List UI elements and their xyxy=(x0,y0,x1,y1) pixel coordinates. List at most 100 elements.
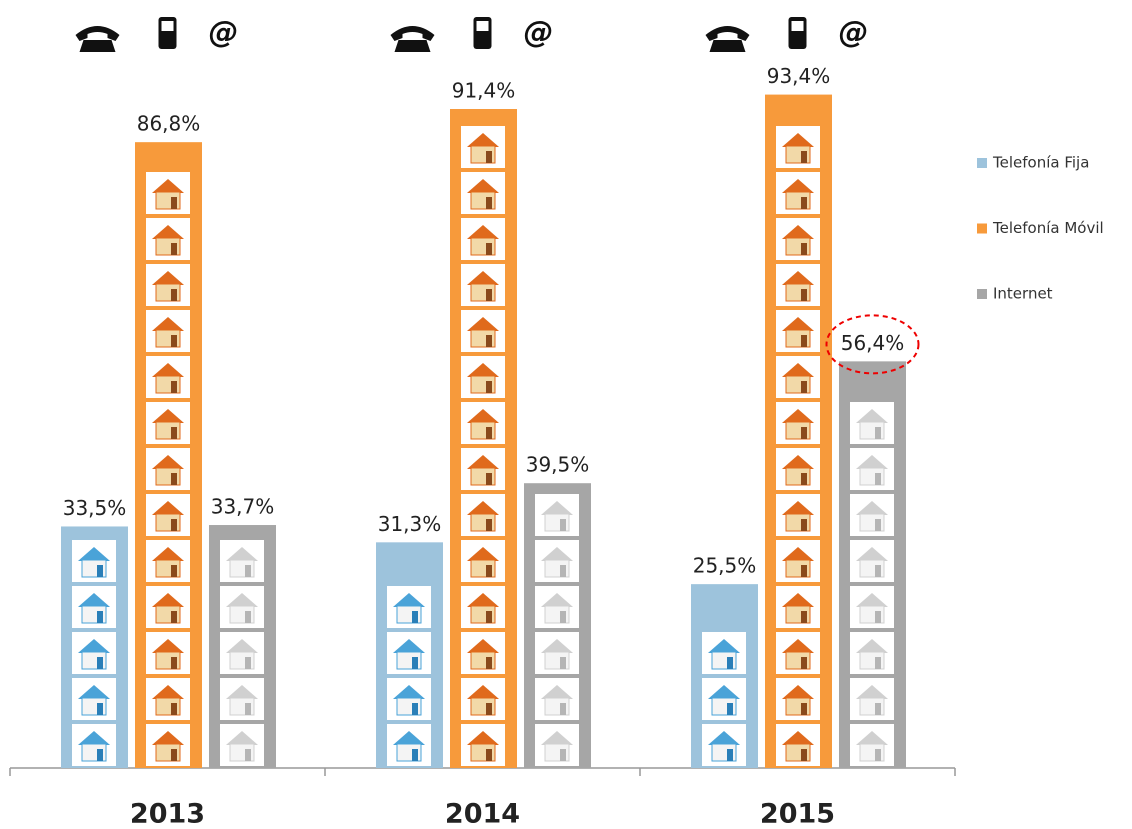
legend-label: Internet xyxy=(993,285,1053,303)
tile-door xyxy=(875,565,881,577)
tile-door xyxy=(486,473,492,485)
house-tile xyxy=(461,678,505,720)
tile-door xyxy=(801,519,807,531)
house-tile xyxy=(776,310,820,352)
value-label: 39,5% xyxy=(526,453,590,477)
tile-door xyxy=(171,381,177,393)
house-tile xyxy=(387,724,431,766)
value-label: 56,4% xyxy=(841,331,905,355)
tile-door xyxy=(560,657,566,669)
house-tile xyxy=(461,540,505,582)
house-tile xyxy=(776,402,820,444)
house-tile xyxy=(220,540,264,582)
value-label: 31,3% xyxy=(378,512,442,536)
house-tile xyxy=(776,586,820,628)
header-icons: @@@ xyxy=(76,16,869,53)
house-tile xyxy=(146,172,190,214)
house-tile xyxy=(146,678,190,720)
tile-door xyxy=(727,657,733,669)
tile-door xyxy=(801,381,807,393)
legend-swatch xyxy=(977,289,987,299)
mobile-screen xyxy=(792,21,804,31)
house-tile xyxy=(72,678,116,720)
tile-door xyxy=(171,565,177,577)
chart: @@@ 201333,5%86,8%33,7%201431,3%91,4%39,… xyxy=(0,0,1132,829)
tile-door xyxy=(486,703,492,715)
house-tile xyxy=(850,448,894,490)
house-tile xyxy=(461,172,505,214)
tile-door xyxy=(486,565,492,577)
house-tile xyxy=(146,632,190,674)
house-tile xyxy=(776,632,820,674)
tile-door xyxy=(560,703,566,715)
tile-door xyxy=(171,197,177,209)
tile-door xyxy=(875,519,881,531)
house-tile xyxy=(461,448,505,490)
tile-door xyxy=(97,565,103,577)
tile-door xyxy=(875,611,881,623)
tile-door xyxy=(486,611,492,623)
house-tile xyxy=(850,632,894,674)
house-tile xyxy=(776,264,820,306)
house-tile xyxy=(776,218,820,260)
tile-door xyxy=(486,197,492,209)
house-tile xyxy=(850,586,894,628)
house-tile xyxy=(387,678,431,720)
tile-door xyxy=(245,657,251,669)
tile-door xyxy=(560,749,566,761)
tile-door xyxy=(801,289,807,301)
tile-door xyxy=(486,519,492,531)
tile-door xyxy=(875,749,881,761)
value-label: 33,7% xyxy=(211,495,275,519)
house-tile xyxy=(776,172,820,214)
house-tile xyxy=(776,540,820,582)
legend-swatch xyxy=(977,224,987,234)
house-tile xyxy=(146,402,190,444)
house-tile xyxy=(387,586,431,628)
tile-door xyxy=(875,657,881,669)
tile-door xyxy=(801,335,807,347)
tile-door xyxy=(412,657,418,669)
tile-door xyxy=(171,243,177,255)
tile-door xyxy=(412,611,418,623)
tile-door xyxy=(801,243,807,255)
mobile-screen xyxy=(162,21,174,31)
house-tile xyxy=(146,218,190,260)
house-tile xyxy=(776,494,820,536)
house-tile xyxy=(220,678,264,720)
house-tile xyxy=(702,724,746,766)
tile-door xyxy=(875,473,881,485)
house-tile xyxy=(387,632,431,674)
house-tile xyxy=(776,678,820,720)
mobile-screen xyxy=(477,21,489,31)
tile-door xyxy=(801,427,807,439)
phone-icon xyxy=(391,26,435,52)
house-tile xyxy=(146,264,190,306)
house-tile xyxy=(702,632,746,674)
house-tile xyxy=(461,586,505,628)
house-tile xyxy=(146,540,190,582)
legend-label: Telefonía Móvil xyxy=(992,219,1104,237)
legend-swatch xyxy=(977,158,987,168)
x-tick-label: 2014 xyxy=(445,799,520,829)
at-icon: @ xyxy=(524,16,554,51)
house-tile xyxy=(850,724,894,766)
tile-door xyxy=(801,151,807,163)
house-tile xyxy=(850,678,894,720)
phone-icon xyxy=(76,26,120,52)
phone-icon xyxy=(706,26,750,52)
tile-door xyxy=(97,611,103,623)
value-label: 91,4% xyxy=(452,79,516,103)
value-label: 86,8% xyxy=(137,112,201,136)
tile-door xyxy=(801,473,807,485)
tile-door xyxy=(486,657,492,669)
tile-door xyxy=(171,657,177,669)
house-tile xyxy=(461,264,505,306)
tile-door xyxy=(486,749,492,761)
tile-door xyxy=(727,703,733,715)
at-icon: @ xyxy=(209,16,239,51)
house-tile xyxy=(220,586,264,628)
tile-door xyxy=(171,519,177,531)
house-tile xyxy=(72,632,116,674)
x-tick-label: 2013 xyxy=(130,799,205,829)
